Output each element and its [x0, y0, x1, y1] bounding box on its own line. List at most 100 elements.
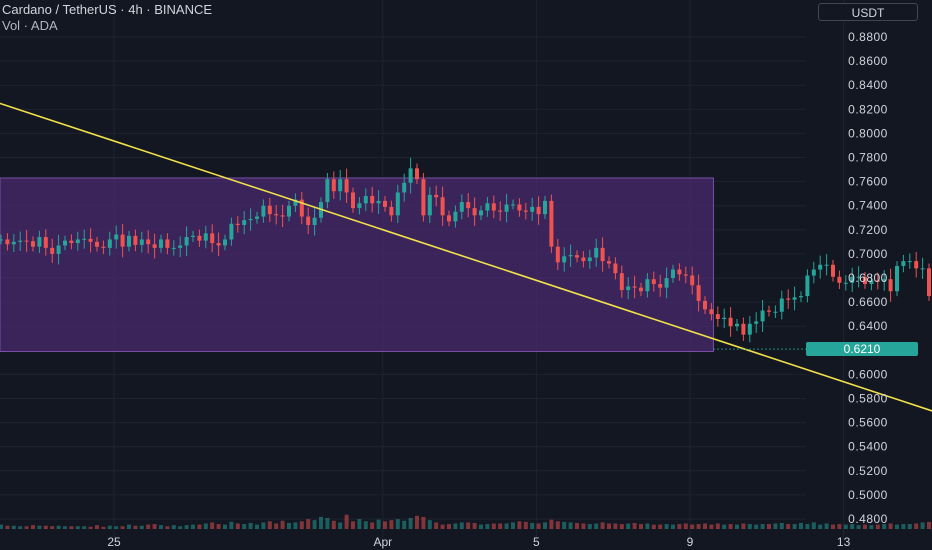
last-price-tag: 0.6210 — [806, 342, 918, 356]
candle — [223, 234, 227, 251]
volume-bar — [811, 522, 816, 529]
candle — [632, 275, 637, 299]
candle — [543, 196, 547, 219]
volume-bar — [0, 524, 4, 529]
volume-bar — [773, 523, 778, 529]
candle — [216, 232, 221, 257]
chart-title[interactable]: Cardano / TetherUS · 4h · BINANCE — [2, 2, 213, 17]
candle — [415, 163, 419, 185]
candle — [824, 254, 829, 276]
volume-bar — [882, 524, 887, 529]
candle-body — [799, 296, 803, 298]
volume-bar — [402, 520, 407, 529]
candle-body — [581, 257, 586, 262]
range-zone[interactable] — [0, 177, 714, 353]
volume-bar — [619, 524, 624, 529]
volume-bar — [229, 521, 234, 529]
volume-bar — [453, 523, 458, 529]
candle-body — [408, 168, 413, 183]
candle — [811, 261, 816, 284]
volume-bar — [216, 524, 221, 529]
candle — [575, 250, 579, 263]
candle-body — [280, 215, 285, 217]
candle-body — [626, 286, 631, 291]
volume-bar — [498, 523, 503, 529]
candle — [280, 204, 285, 228]
candle — [274, 204, 279, 225]
volume-bar — [549, 519, 554, 529]
candle-body — [671, 269, 675, 278]
candle — [447, 210, 451, 227]
candle-body — [690, 275, 695, 286]
volume-bar — [901, 524, 906, 529]
volume-bar — [530, 522, 535, 529]
volume-bar — [632, 522, 637, 529]
volume-bar — [421, 516, 426, 529]
candle-body — [485, 203, 490, 211]
volume-bar — [120, 526, 125, 529]
candle-body — [459, 202, 464, 212]
candle — [107, 231, 112, 256]
candle — [95, 237, 99, 252]
candle — [607, 256, 611, 269]
candle-body — [619, 273, 624, 291]
candle — [383, 196, 387, 212]
volume-bar — [139, 525, 144, 529]
volume-bar — [760, 524, 765, 529]
candle-body — [613, 263, 618, 274]
candle — [0, 234, 4, 245]
candle — [671, 264, 675, 283]
candle-body — [312, 217, 317, 225]
candle — [523, 202, 528, 220]
price-tick-label: 0.6000 — [848, 367, 888, 381]
volume-bar — [818, 524, 823, 529]
volume-bar — [914, 523, 919, 529]
time-axis[interactable]: 25 Apr 5 9 13 — [107, 535, 850, 549]
candle — [293, 193, 298, 212]
volume-bar — [715, 523, 720, 529]
candle-body — [523, 210, 528, 212]
volume-bar — [786, 524, 791, 529]
volume-bar — [146, 524, 151, 529]
volume-bar — [82, 526, 87, 529]
volume-bar — [895, 524, 899, 529]
candle — [600, 237, 605, 272]
candle-body — [498, 210, 503, 212]
candle — [882, 270, 887, 291]
volume-legend[interactable]: Vol · ADA — [2, 18, 58, 33]
volume-bar — [191, 524, 195, 529]
volume-bar — [18, 526, 23, 529]
candle-body — [383, 200, 387, 207]
candle-body — [139, 239, 144, 245]
volume-bar — [523, 521, 528, 529]
candle — [760, 299, 765, 332]
candle-body — [63, 240, 67, 246]
candle — [875, 272, 880, 290]
candle-body — [107, 239, 112, 248]
volume-bar — [427, 520, 432, 529]
volume-bar — [325, 518, 330, 529]
volume-bar — [907, 524, 912, 529]
candle — [178, 236, 183, 258]
volume-bar — [837, 524, 842, 529]
candle — [434, 185, 439, 207]
candle — [581, 251, 586, 268]
candle — [850, 267, 855, 292]
volume-bar — [466, 522, 471, 529]
candle-body — [325, 179, 330, 203]
candle — [75, 231, 80, 251]
trendline[interactable] — [0, 96, 932, 419]
candle — [920, 257, 925, 279]
candle-body — [837, 276, 842, 283]
volume-bar — [287, 522, 291, 529]
price-tick-label: 0.7800 — [848, 151, 888, 165]
candle-body — [120, 234, 125, 247]
price-axis[interactable]: 0.8800 0.8600 0.8400 0.8200 0.8000 0.7800 0.76… — [848, 30, 888, 526]
price-tick-label: 0.7600 — [848, 175, 888, 189]
volume-bar — [690, 524, 695, 529]
candle-body — [267, 205, 272, 215]
currency-button[interactable]: USDT — [818, 3, 918, 21]
volume-bar — [370, 522, 375, 529]
candle-body — [543, 200, 547, 215]
